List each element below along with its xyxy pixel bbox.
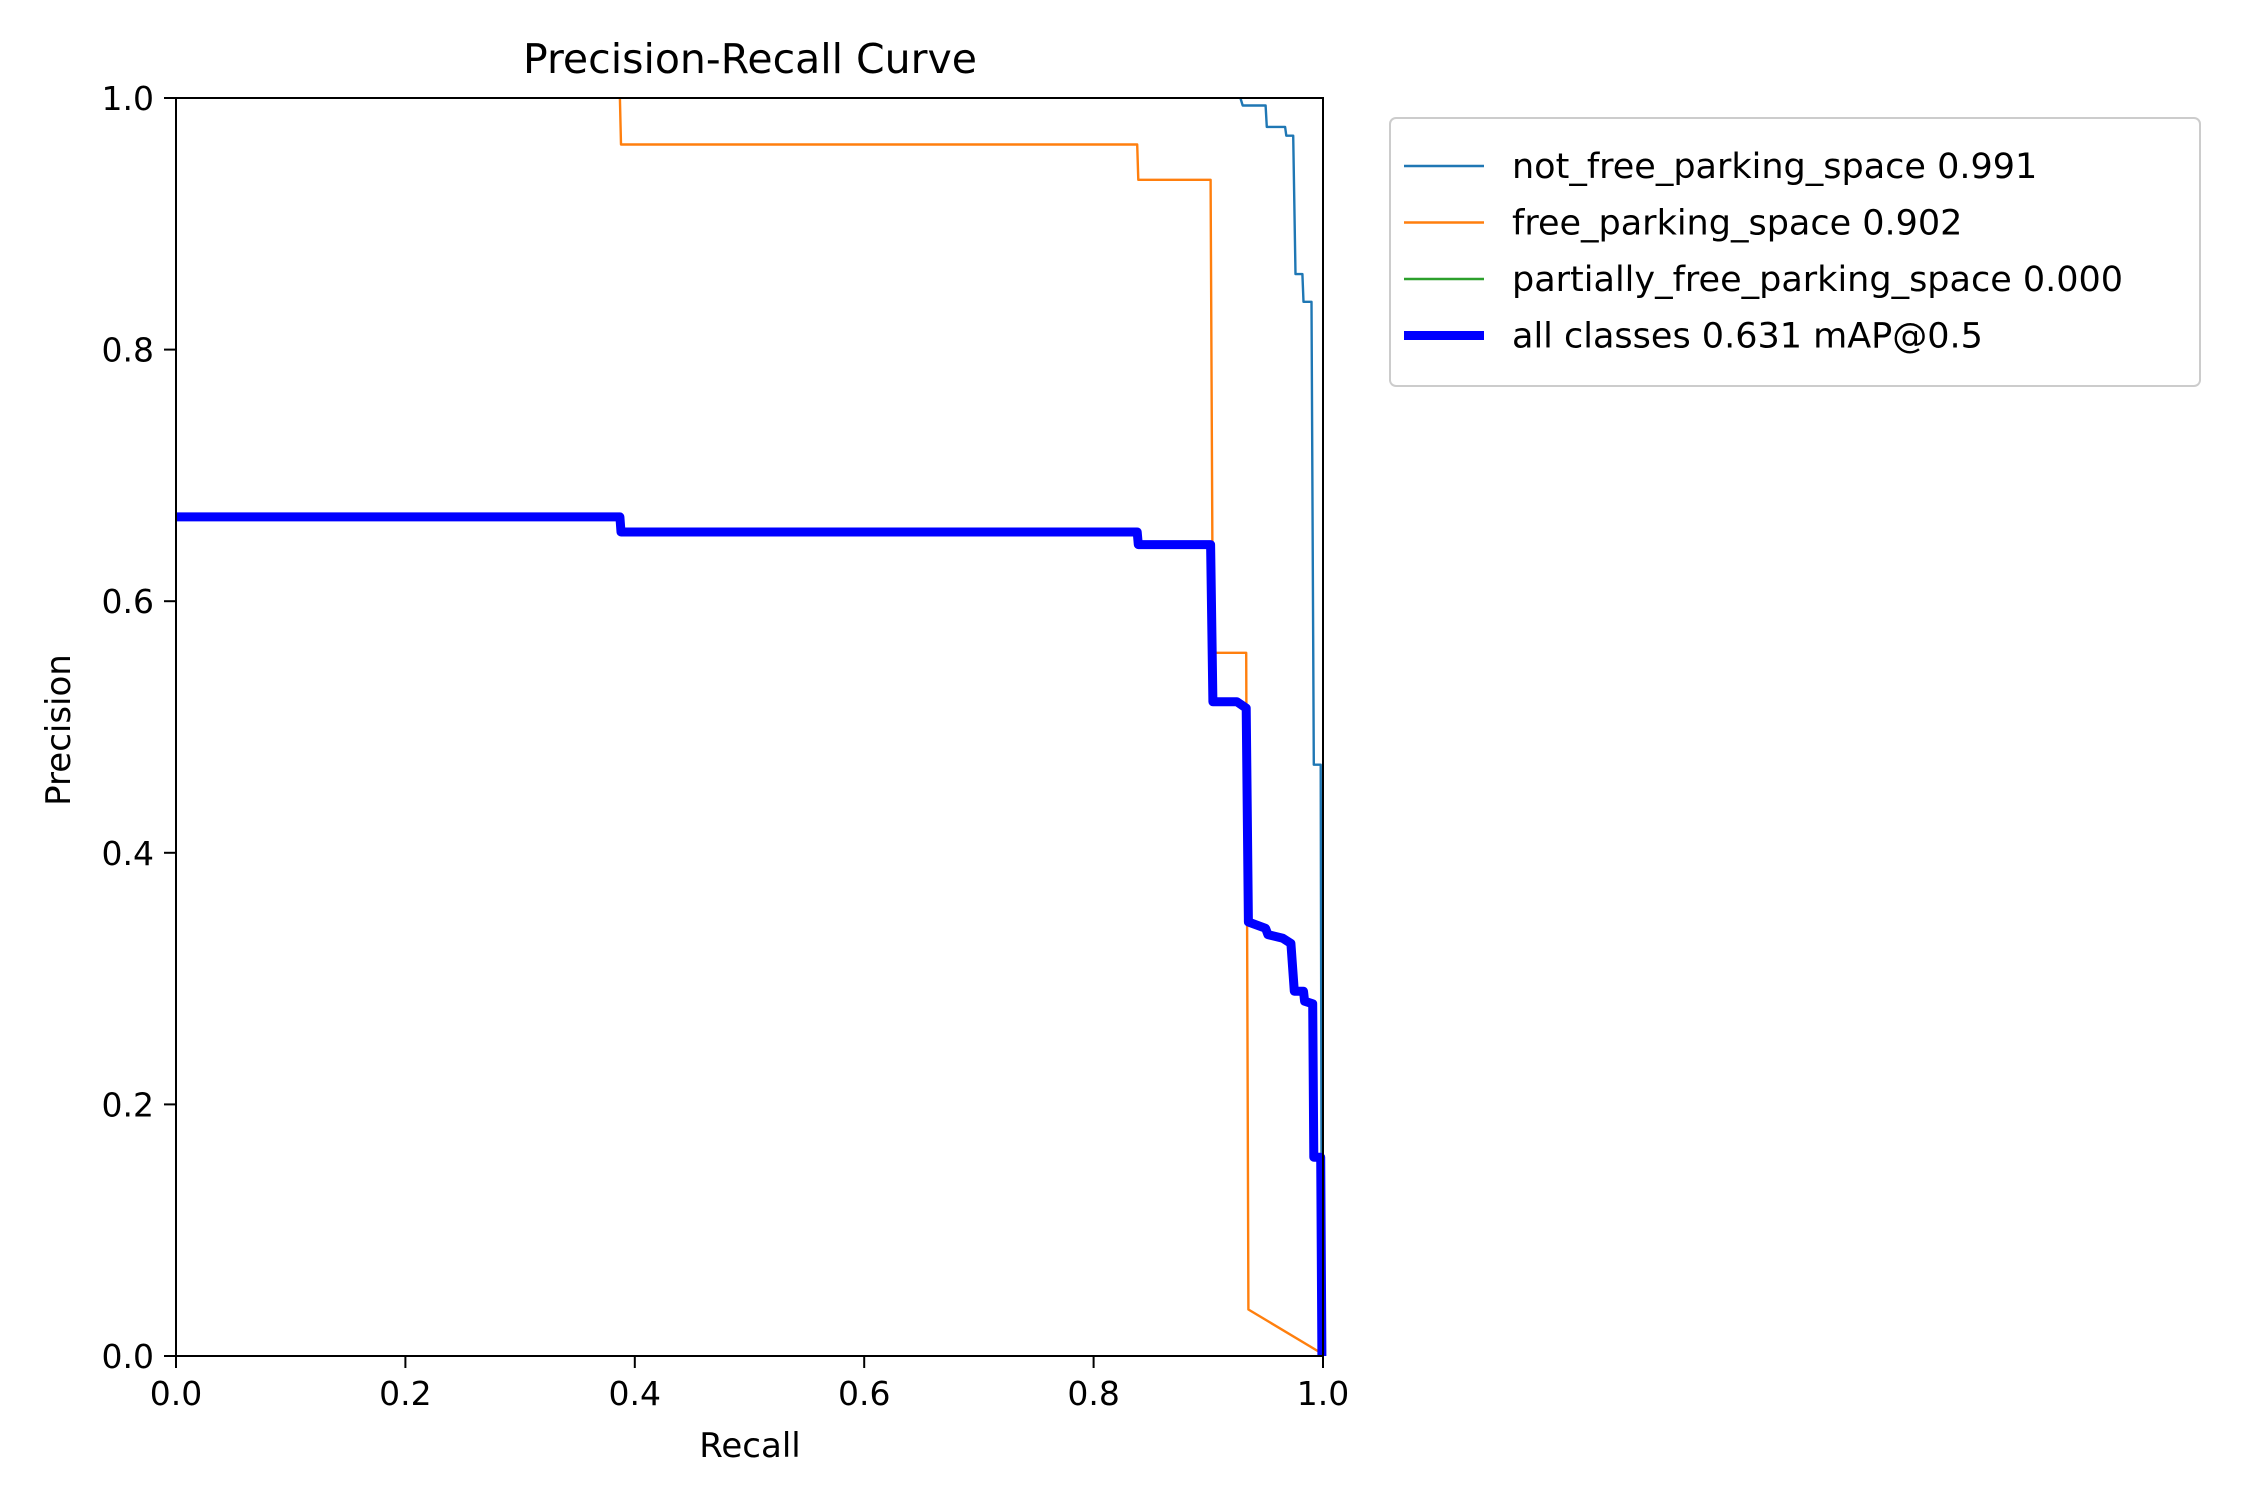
y-axis-title: Precision (39, 654, 79, 806)
plot-lines (176, 97, 1327, 1357)
legend: not_free_parking_space 0.991 free_parking… (1389, 117, 2201, 387)
y-tick-label: 0.4 (102, 834, 154, 873)
axis-ticks: 0.0 0.2 0.4 0.6 0.8 1.0 0.0 0.2 0.4 0.6 0.8 1.0 (102, 79, 1350, 1413)
x-tick-label: 0.0 (150, 1374, 202, 1413)
legend-label-2: partially_free_parking_space 0.000 (1512, 260, 2123, 300)
legend-label-3: all classes 0.631 mAP@0.5 (1512, 317, 1983, 357)
y-tick-label: 0.6 (102, 582, 154, 621)
series-line-0 (1239, 97, 1324, 1357)
y-tick-label: 0.2 (102, 1085, 154, 1124)
chart-title: Precision-Recall Curve (523, 35, 977, 83)
legend-box (1389, 117, 2201, 387)
y-tick-label: 0.8 (102, 331, 154, 370)
series-line-3 (176, 512, 1327, 1357)
x-axis-title: Recall (699, 1426, 800, 1466)
x-tick-label: 0.4 (609, 1374, 661, 1413)
x-tick-label: 0.8 (1067, 1374, 1119, 1413)
legend-label-0: not_free_parking_space 0.991 (1512, 147, 2037, 187)
x-tick-label: 0.2 (379, 1374, 431, 1413)
y-tick-label: 1.0 (102, 79, 154, 118)
legend-label-1: free_parking_space 0.902 (1512, 204, 1962, 244)
y-tick-label: 0.0 (102, 1337, 154, 1376)
series-line-1 (618, 97, 1323, 1355)
x-tick-label: 0.6 (838, 1374, 890, 1413)
plot-frame (175, 97, 1324, 1357)
x-tick-label: 1.0 (1297, 1374, 1349, 1413)
